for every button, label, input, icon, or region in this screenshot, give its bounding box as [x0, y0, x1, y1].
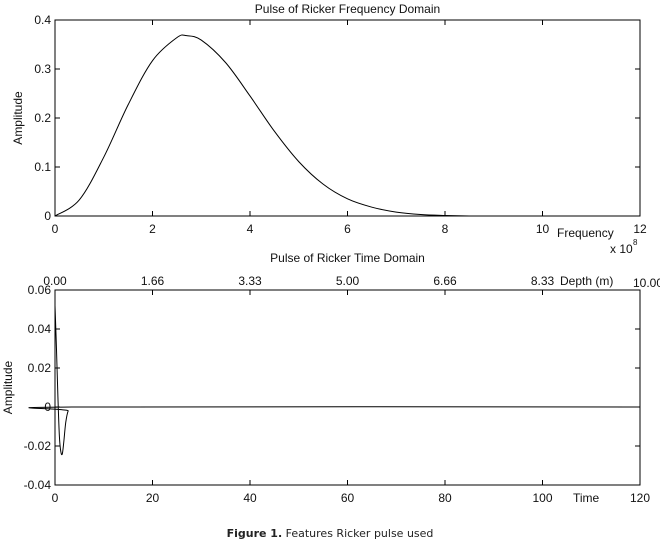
top-x-tick-label: 6.66 — [433, 274, 457, 288]
top-x-tick-label: 1.66 — [141, 274, 165, 288]
chart-title: Pulse of Ricker Frequency Domain — [255, 2, 440, 16]
top-x-tick-label: 10.00 — [633, 276, 660, 290]
x-tick-label: 120 — [630, 491, 650, 505]
figure-caption: Figure 1. Features Ricker pulse used — [0, 527, 660, 540]
y-tick-label: 0 — [44, 209, 51, 223]
x-axis-label: Frequency — [557, 226, 614, 240]
y-tick-label: -0.04 — [24, 478, 52, 492]
top-x-axis-label: Depth (m) — [560, 274, 613, 288]
top-x-tick-label: 0.00 — [43, 274, 67, 288]
top-x-tick-label: 3.33 — [238, 274, 262, 288]
x-tick-label: 12 — [633, 222, 647, 236]
x-tick-label: 8 — [442, 222, 449, 236]
x-tick-label: 2 — [149, 222, 156, 236]
series-line — [54, 34, 640, 217]
x-tick-label: 0 — [52, 491, 59, 505]
plot-frame — [54, 289, 641, 486]
y-tick-label: 0.04 — [28, 322, 52, 336]
y-tick-label: 0.06 — [28, 283, 52, 297]
series-line — [28, 305, 641, 456]
y-tick-label: 0.02 — [28, 361, 52, 375]
x-tick-label: 4 — [247, 222, 254, 236]
plot-frame — [54, 19, 641, 217]
y-tick-label: 0.2 — [34, 111, 51, 125]
x-tick-label: 0 — [52, 222, 59, 236]
x-multiplier: x 10 — [610, 242, 633, 256]
y-tick-label: -0.02 — [24, 439, 52, 453]
x-multiplier-exponent: 8 — [633, 238, 638, 247]
y-tick-label: 0.4 — [34, 13, 51, 27]
caption-label: Figure 1. — [226, 527, 283, 540]
top-x-tick-label: 8.33 — [531, 274, 555, 288]
chart-title: Pulse of Ricker Time Domain — [270, 251, 425, 265]
x-tick-label: 100 — [532, 491, 552, 505]
y-axis-label: Amplitude — [1, 361, 15, 415]
x-tick-label: 40 — [243, 491, 257, 505]
x-tick-label: 10 — [536, 222, 550, 236]
x-tick-label: 6 — [344, 222, 351, 236]
x-tick-label: 80 — [438, 491, 452, 505]
x-tick-label: 20 — [146, 491, 160, 505]
y-axis-label: Amplitude — [11, 91, 25, 145]
y-tick-label: 0.1 — [34, 160, 51, 174]
y-tick-label: 0.3 — [34, 62, 51, 76]
x-tick-label: 60 — [341, 491, 355, 505]
top-x-tick-label: 5.00 — [336, 274, 360, 288]
x-axis-label: Time — [573, 491, 600, 505]
caption-text: Features Ricker pulse used — [282, 527, 434, 540]
